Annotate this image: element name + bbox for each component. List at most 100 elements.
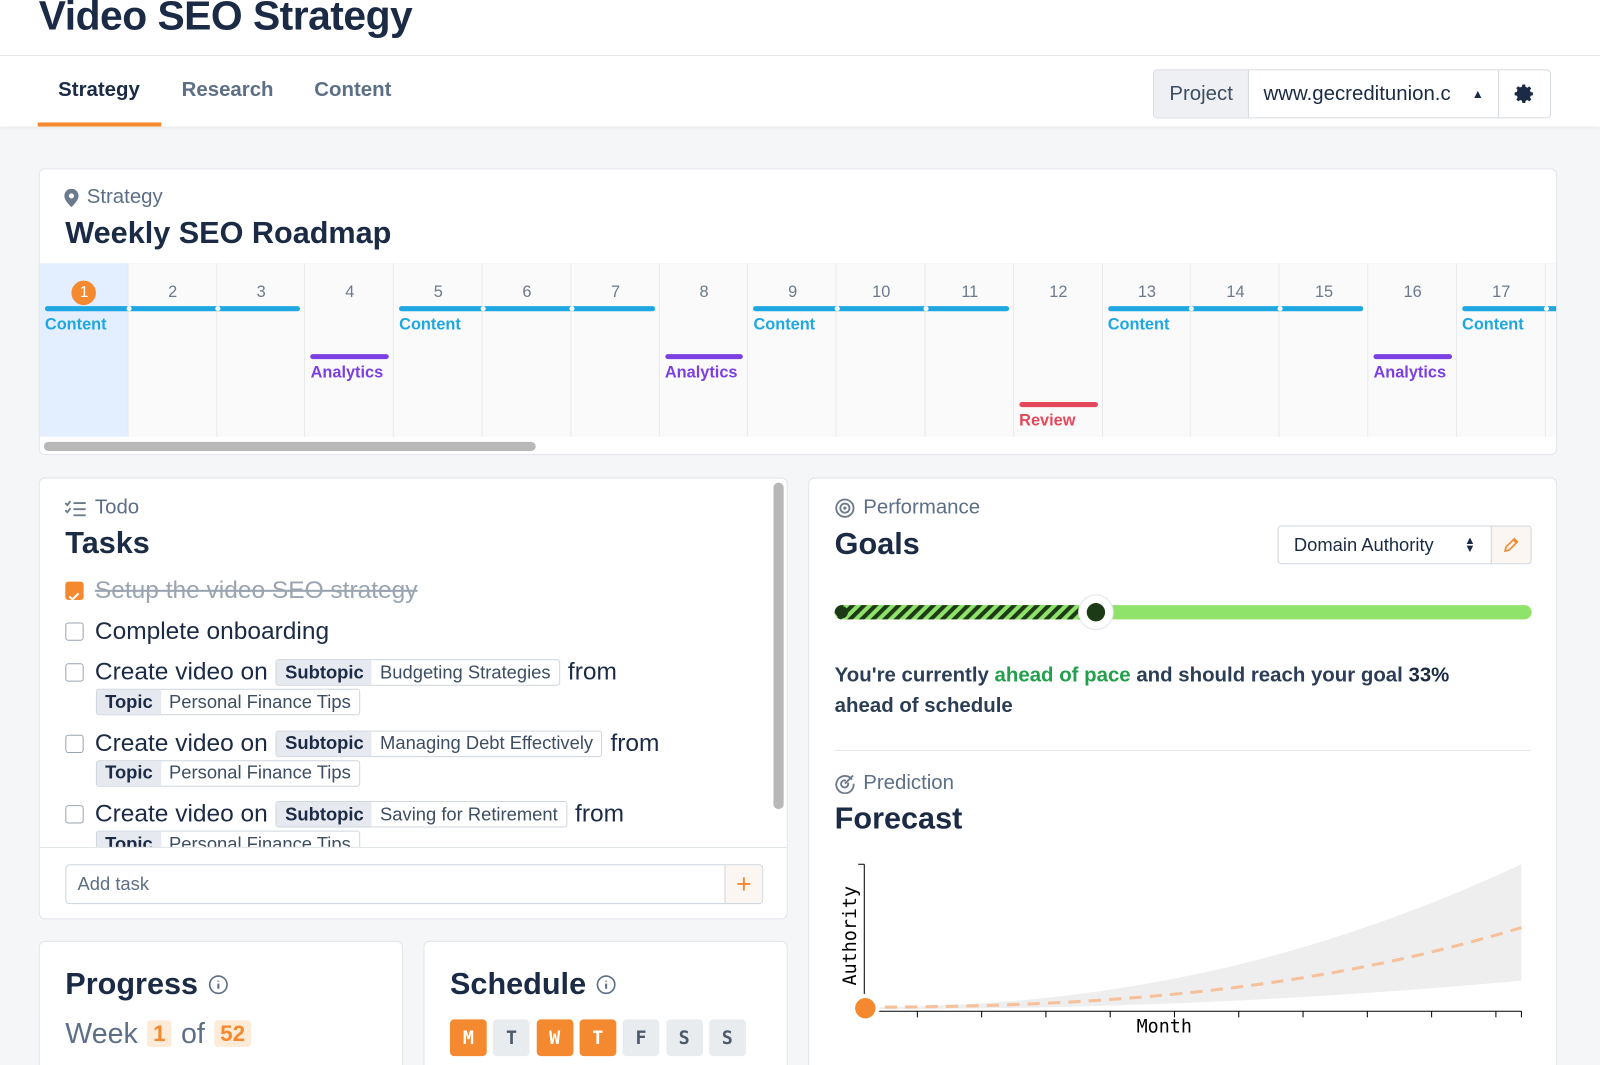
tab[interactable]: Content	[314, 78, 392, 102]
edit-button[interactable]	[1490, 526, 1531, 564]
event-bar	[1462, 306, 1557, 312]
bar-joint	[214, 306, 220, 312]
info-icon[interactable]	[208, 974, 228, 995]
v-scrollbar[interactable]	[773, 482, 784, 810]
checkbox[interactable]	[65, 581, 84, 601]
day-toggle[interactable]: T	[493, 1019, 530, 1057]
metric-value: Domain Authority	[1293, 534, 1434, 555]
goal-slider[interactable]	[830, 591, 1536, 632]
radar-icon	[835, 774, 855, 794]
tab[interactable]: Research	[181, 78, 274, 102]
week-number-cell: 2	[128, 284, 217, 302]
week-number-cell: 5	[394, 284, 483, 302]
week-number: 1	[71, 280, 97, 306]
week-number-cell: 13	[1103, 284, 1192, 302]
day-toggle[interactable]: M	[449, 1019, 487, 1057]
bar-joint	[1189, 306, 1195, 312]
event-label: Content	[1462, 316, 1524, 334]
task-text: Setup the video SEO strategy	[94, 576, 418, 605]
message-text: and should reach your goal	[1136, 664, 1403, 687]
week-column	[571, 263, 660, 437]
week-label: Week	[65, 1017, 138, 1049]
event-bar	[664, 354, 744, 360]
chip-key: Topic	[96, 689, 161, 715]
event-bar	[1019, 402, 1098, 408]
task-item: Complete onboarding	[65, 617, 329, 646]
message-highlight: ahead of pace	[994, 664, 1131, 687]
tab[interactable]: Strategy	[58, 78, 140, 102]
week-number: 5	[433, 283, 443, 302]
message-text: You're currently	[834, 664, 989, 687]
week-number: 7	[610, 283, 621, 302]
day-toggle[interactable]: W	[536, 1019, 574, 1057]
week-column	[748, 263, 837, 437]
day-toggle[interactable]: S	[708, 1019, 746, 1057]
task-item: Create video on Subtopic Saving for Retire…	[65, 800, 624, 829]
forecast-title: Forecast	[834, 802, 963, 836]
forecast-line	[864, 926, 1522, 1009]
checkbox[interactable]	[65, 805, 84, 824]
week-column	[1014, 263, 1103, 437]
metric-selector[interactable]: Domain Authority ▲ ▼	[1277, 525, 1532, 565]
roadmap-eyebrow: Strategy	[64, 185, 163, 209]
event-bar	[1373, 354, 1452, 360]
event-label: Analytics	[664, 364, 738, 382]
goal-message: You're currently ahead of pace and shoul…	[835, 660, 1508, 721]
add-task-placeholder[interactable]: Add task	[77, 873, 150, 894]
chip-key: Topic	[96, 831, 161, 847]
add-task-button[interactable]: +	[724, 865, 763, 904]
info-icon[interactable]	[596, 974, 616, 995]
subtopic-chip: Subtopic Managing Debt Effectively	[275, 730, 603, 757]
total-weeks: 52	[213, 1020, 252, 1047]
chip-value: Personal Finance Tips	[169, 762, 351, 783]
eyebrow-text: Strategy	[86, 185, 163, 209]
progress-card: Progress Week 1 of 52	[38, 940, 404, 1065]
week-number-cell: 11	[926, 284, 1015, 302]
x-axis-label: Month	[1137, 1017, 1192, 1038]
task-item: Create video on Subtopic Managing Debt Eff…	[65, 729, 659, 758]
week-column	[659, 263, 749, 437]
add-task-field[interactable]: Add task +	[65, 864, 764, 905]
week-number-cell: 10	[837, 284, 926, 302]
checkbox[interactable]	[65, 622, 84, 641]
week-number: 11	[961, 283, 979, 302]
task-connector: from	[567, 658, 617, 686]
checkbox[interactable]	[65, 734, 84, 753]
goals-title: Goals	[834, 527, 920, 562]
settings-button[interactable]	[1498, 70, 1550, 118]
current-week: 1	[147, 1020, 172, 1047]
forecast-chart: Authority Month	[840, 863, 1522, 1038]
project-dropdown[interactable]: www.gecreditunion.c ▲	[1249, 70, 1498, 117]
checkbox[interactable]	[65, 663, 84, 682]
week-number-cell: 17	[1457, 284, 1546, 302]
slider-knob-core	[1086, 603, 1106, 622]
todo-card: Todo Tasks Setup the video SEO strategy C…	[38, 477, 788, 920]
task-text: Create video on	[94, 729, 268, 757]
event-label: Analytics	[1373, 364, 1447, 382]
week-column	[1368, 263, 1457, 437]
project-label: Project	[1154, 70, 1250, 118]
h-scrollbar[interactable]	[43, 441, 536, 452]
day-toggle[interactable]: S	[665, 1019, 703, 1057]
project-selector[interactable]: Project www.gecreditunion.c ▲	[1153, 69, 1552, 119]
day-toggle[interactable]: F	[622, 1019, 660, 1057]
week-number: 16	[1403, 283, 1422, 302]
slider-start	[835, 606, 848, 619]
week-column	[1191, 263, 1280, 437]
performance-eyebrow: Performance	[835, 496, 980, 519]
tab-bar: Project www.gecreditunion.c ▲ Strategy Res…	[0, 56, 1600, 127]
chip-key: Subtopic	[276, 660, 372, 685]
event-bar	[399, 306, 655, 312]
todo-eyebrow: Todo	[64, 496, 139, 519]
bar-joint	[1277, 306, 1283, 312]
top-bar: Video SEO Strategy	[0, 0, 1600, 57]
week-number-cell: 7	[571, 284, 660, 302]
day-toggle[interactable]: T	[579, 1019, 617, 1057]
subtopic-chip: Subtopic Saving for Retirement	[275, 801, 567, 828]
list-icon	[64, 499, 86, 516]
week-column	[216, 263, 306, 437]
week-number: 6	[522, 283, 532, 302]
metric-dropdown[interactable]: Domain Authority ▲ ▼	[1279, 527, 1491, 564]
